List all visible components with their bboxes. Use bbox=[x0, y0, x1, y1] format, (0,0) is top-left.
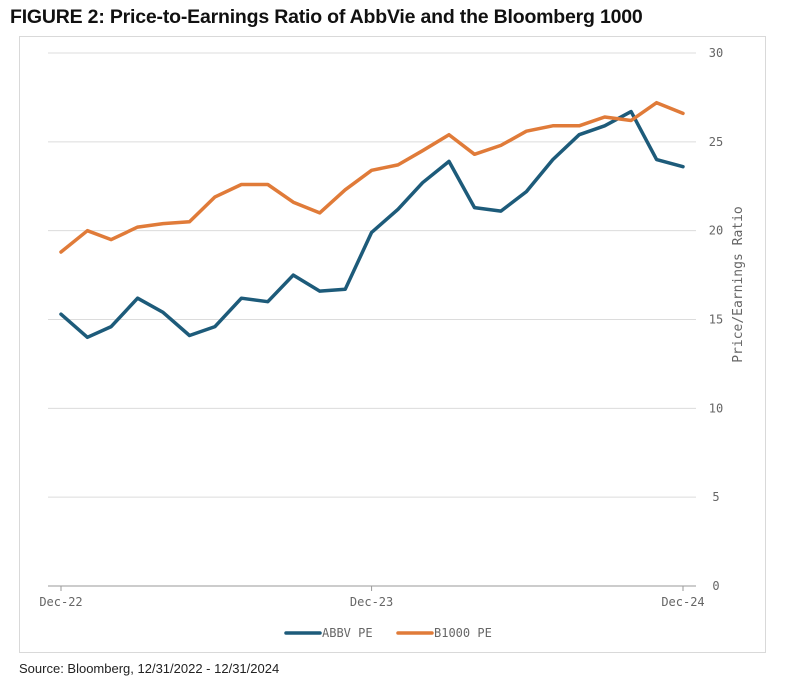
y-tick-label: 10 bbox=[709, 401, 723, 415]
y-tick-label: 20 bbox=[709, 224, 723, 238]
x-tick-label: Dec-24 bbox=[661, 595, 704, 609]
legend-label: B1000 PE bbox=[434, 626, 492, 640]
y-tick-label: 0 bbox=[712, 579, 719, 593]
source-note: Source: Bloomberg, 12/31/2022 - 12/31/20… bbox=[19, 661, 280, 676]
y-tick-label: 25 bbox=[709, 135, 723, 149]
figure-title: FIGURE 2: Price-to-Earnings Ratio of Abb… bbox=[10, 6, 643, 28]
chart-frame bbox=[19, 36, 766, 653]
y-tick-label: 30 bbox=[709, 46, 723, 60]
series-line-b1000 bbox=[59, 100, 685, 254]
x-tick-label: Dec-22 bbox=[39, 595, 82, 609]
series-line-abbv bbox=[59, 109, 685, 340]
y-axis-title: Price/Earnings Ratio bbox=[731, 206, 746, 363]
y-tick-label: 15 bbox=[709, 313, 723, 327]
y-tick-label: 5 bbox=[712, 490, 719, 504]
legend-label: ABBV PE bbox=[322, 626, 373, 640]
x-tick-label: Dec-23 bbox=[350, 595, 393, 609]
